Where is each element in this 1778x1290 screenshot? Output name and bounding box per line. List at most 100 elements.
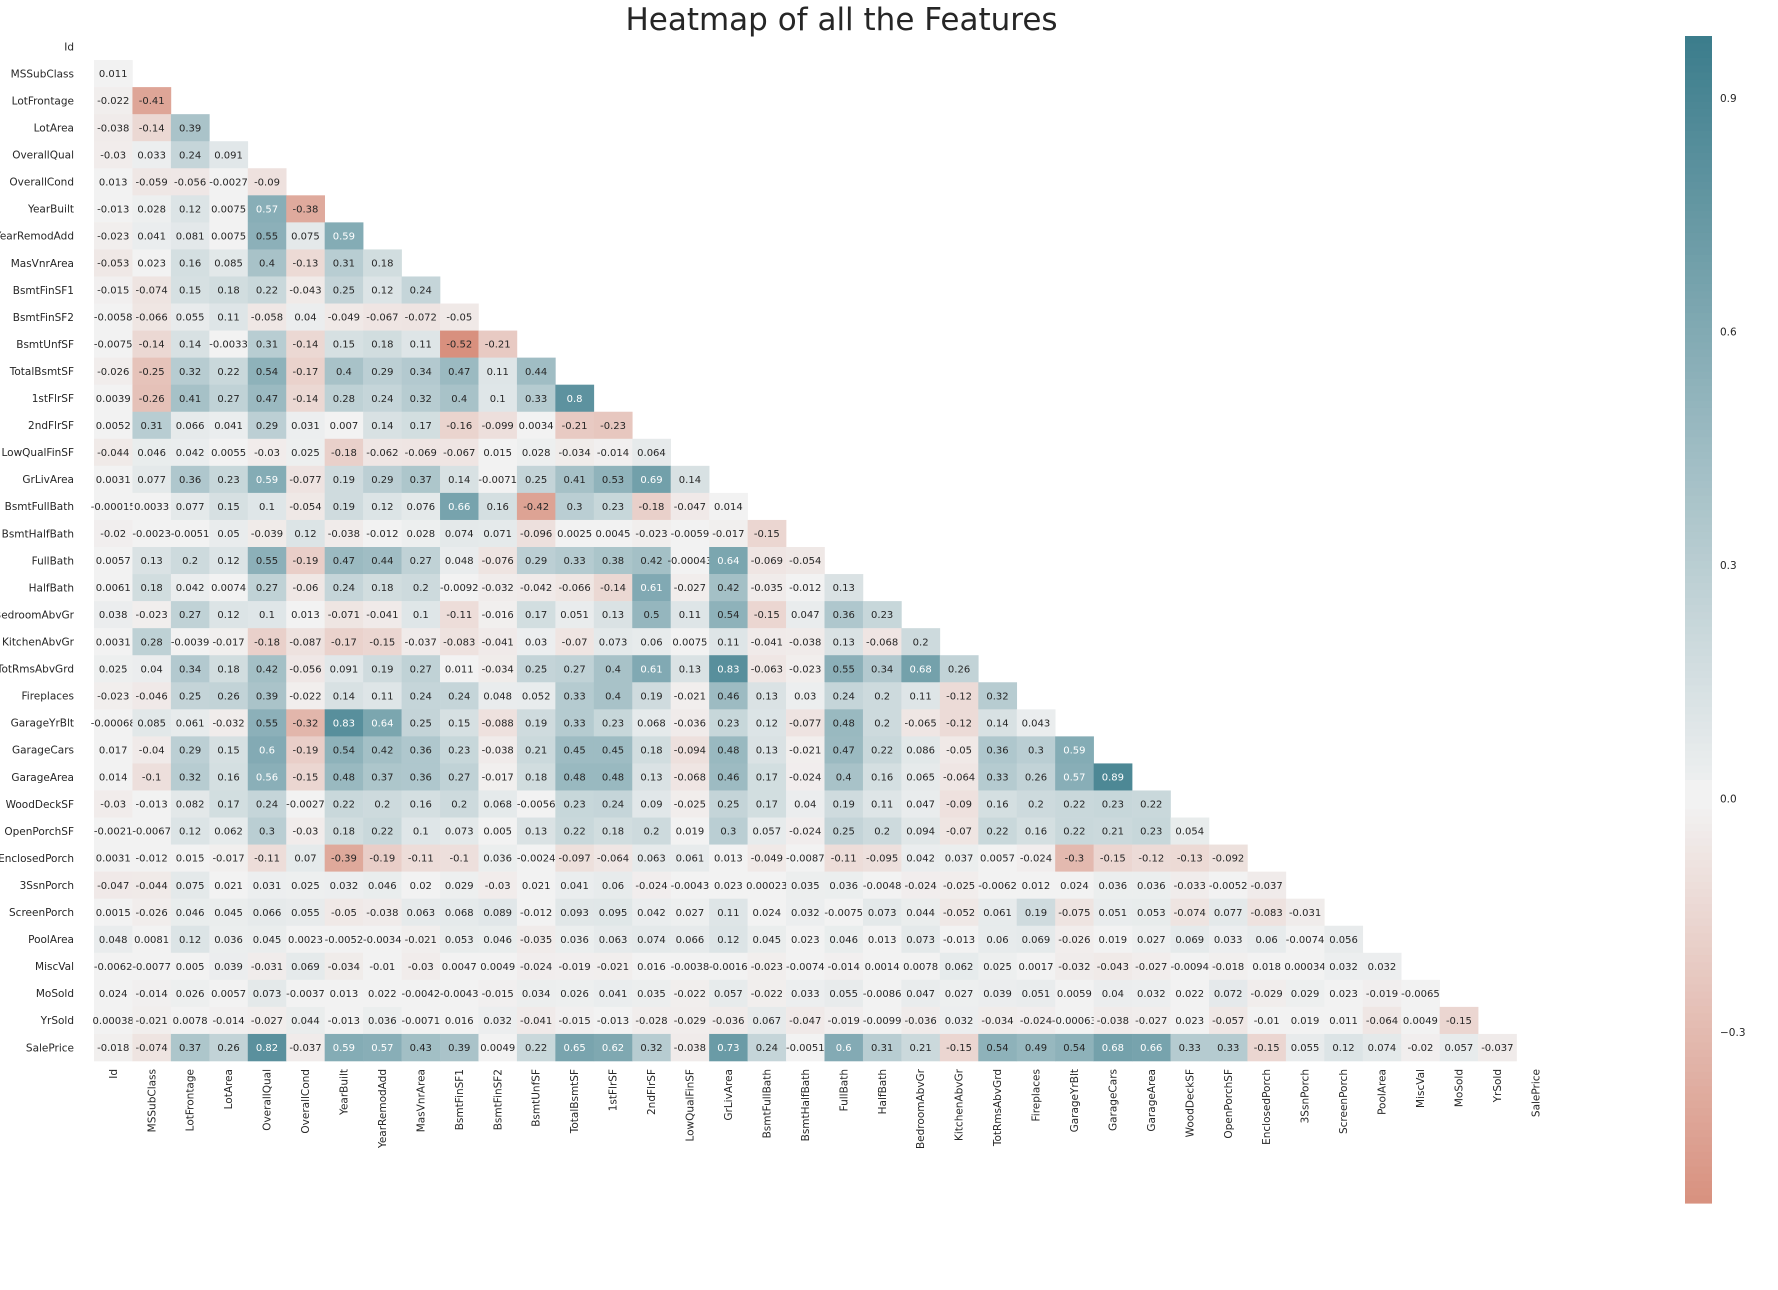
cell-value-label: 0.65 [563, 1043, 585, 1054]
cell-value-label: 0.37 [371, 773, 393, 784]
heatmap-cell [1247, 898, 1287, 927]
colorbar-segment [1685, 976, 1712, 985]
heatmap-cell [440, 952, 479, 981]
heatmap-cell [1055, 871, 1094, 899]
colorbar-segment [1685, 429, 1712, 438]
cell-value-label: -0.024 [1020, 854, 1052, 865]
cell-value-label: 0.31 [871, 1043, 893, 1054]
heatmap-cell [632, 736, 672, 764]
cell-value-label: 0.048 [99, 935, 128, 946]
cell-value-label: 0.36 [410, 745, 432, 756]
colorbar-segment [1685, 145, 1712, 154]
cell-value-label: -0.027 [251, 1016, 283, 1027]
colorbar-segment [1685, 225, 1712, 234]
colorbar-segment [1685, 1013, 1712, 1022]
colorbar-segment [1685, 1144, 1712, 1153]
cell-value-label: -0.092 [1212, 854, 1244, 865]
heatmap-cell [209, 736, 249, 764]
heatmap-cell [286, 790, 325, 818]
heatmap-cell [709, 547, 748, 575]
cell-value-label: 0.21 [1102, 827, 1124, 838]
heatmap-cell [132, 601, 172, 629]
cell-value-label: 0.12 [371, 502, 393, 513]
heatmap-cell [516, 601, 556, 629]
x-tick-label: GarageYrBlt [1069, 1069, 1081, 1132]
x-tick-label: KitchenAbvGr [954, 1068, 966, 1141]
cell-value-label: -0.18 [254, 637, 280, 648]
heatmap-cell [747, 1033, 787, 1062]
heatmap-cell [670, 763, 710, 791]
colorbar-segment [1685, 407, 1712, 416]
colorbar-segment [1685, 393, 1712, 402]
heatmap-cell [1055, 979, 1094, 1008]
cell-value-label: -0.39 [331, 854, 357, 865]
cell-value-label: -0.17 [331, 637, 357, 648]
heatmap-cell [593, 952, 633, 981]
heatmap-cell [170, 330, 210, 358]
cell-value-label: 0.086 [906, 745, 935, 756]
cell-value-label: -0.041 [366, 610, 398, 621]
cell-value-label: 0.062 [945, 962, 974, 973]
cell-value-label: 0.29 [371, 367, 393, 378]
cell-value-label: 0.053 [445, 935, 474, 946]
cell-value-label: -0.25 [139, 367, 165, 378]
colorbar-segment [1685, 779, 1712, 788]
heatmap-cell [786, 790, 825, 818]
heatmap-cell [824, 601, 864, 629]
heatmap-cell [862, 736, 902, 764]
heatmap-cell [247, 357, 287, 385]
cell-value-label: 0.11 [717, 637, 739, 648]
cell-value-label: -0.038 [1097, 1016, 1129, 1027]
heatmap-cell [286, 1006, 325, 1035]
heatmap-cell [94, 682, 133, 710]
heatmap-cell [555, 952, 595, 981]
cell-value-label: -0.01 [1254, 1016, 1280, 1027]
cell-value-label: -0.32 [293, 718, 319, 729]
cell-value-label: 0.04 [141, 664, 163, 675]
cell-value-label: 0.1 [259, 502, 275, 513]
cell-value-label: -0.043 [289, 286, 321, 297]
heatmap-cell [1324, 952, 1364, 981]
cell-value-label: -0.013 [597, 1016, 629, 1027]
cell-value-label: 0.0031 [96, 854, 131, 865]
cell-value-label: 0.024 [99, 989, 128, 1000]
colorbar-segment [1685, 1108, 1712, 1117]
colorbar-segment [1685, 335, 1712, 343]
heatmap-cell [170, 601, 210, 629]
heatmap-cell [901, 979, 941, 1008]
heatmap-cell [1247, 1006, 1287, 1035]
heatmap-cell [786, 871, 825, 899]
colorbar-segment [1685, 181, 1712, 190]
colorbar-segment [1685, 794, 1712, 803]
colorbar-segment [1685, 743, 1712, 752]
heatmap-cell [747, 790, 787, 818]
heatmap-cell [901, 790, 941, 818]
cell-value-label: 0.046 [483, 935, 512, 946]
y-tick-label: BsmtHalfBath [2, 528, 74, 540]
heatmap-cell [555, 709, 595, 737]
cell-value-label: 0.077 [1214, 908, 1243, 919]
cell-value-label: -0.02 [1407, 1043, 1433, 1054]
heatmap-cell [247, 465, 287, 494]
colorbar-segment [1685, 933, 1712, 942]
cell-value-label: 0.24 [833, 691, 855, 702]
cell-value-label: 0.3 [720, 827, 736, 838]
heatmap-cell [786, 736, 825, 764]
heatmap-cell [593, 709, 633, 737]
cell-value-label: 0.48 [563, 773, 585, 784]
colorbar-segment [1685, 925, 1712, 934]
cell-value-label: 0.041 [560, 881, 589, 892]
cell-value-label: 0.14 [179, 340, 201, 351]
cell-value-label: 0.036 [483, 854, 512, 865]
cell-value-label: -0.3 [1065, 854, 1085, 865]
heatmap-cell [209, 519, 249, 548]
cell-value-label: 0.24 [602, 800, 624, 811]
heatmap-cell [516, 898, 556, 927]
cell-value-label: 0.069 [1022, 935, 1051, 946]
heatmap-cell [632, 817, 672, 845]
cell-value-label: 0.0049 [480, 1043, 515, 1054]
cell-value-label: 0.15 [217, 502, 239, 513]
cell-value-label: 0.022 [1175, 989, 1204, 1000]
heatmap-cell [555, 925, 595, 954]
cell-value-label: 0.012 [1022, 881, 1051, 892]
